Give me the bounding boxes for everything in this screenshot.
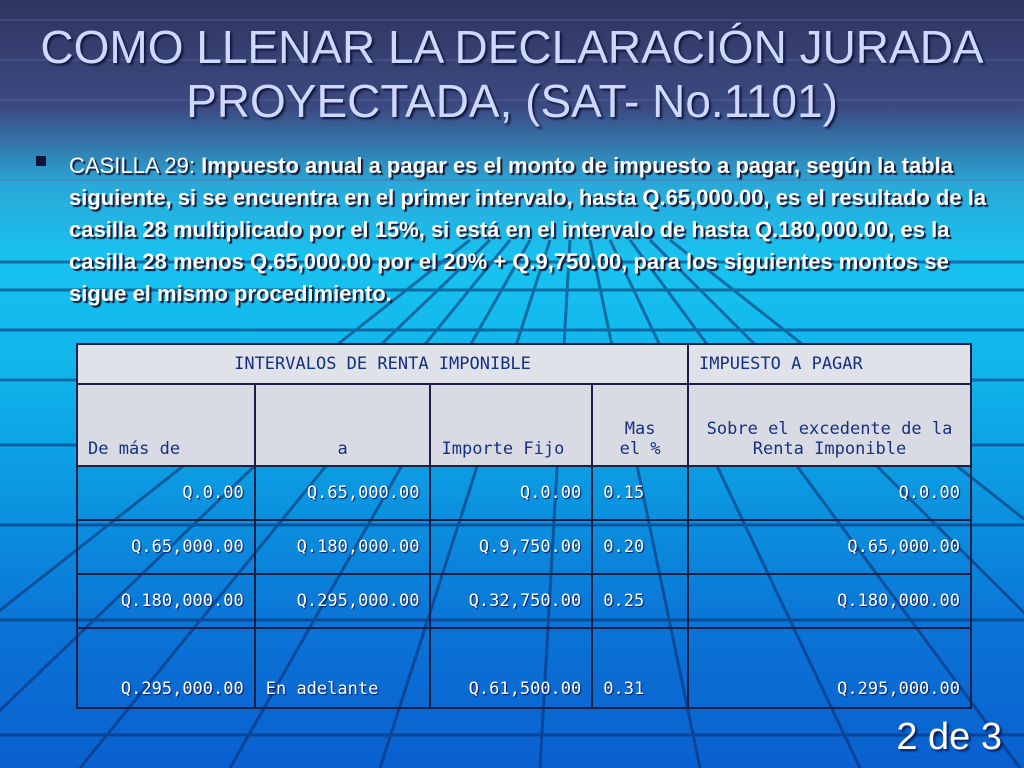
table-row: Q.65,000.00 Q.180,000.00 Q.9,750.00 0.20… <box>76 519 972 575</box>
group-header-tax: IMPUESTO A PAGAR <box>687 343 972 385</box>
table-row: Q.0.00 Q.65,000.00 Q.0.00 0.15 Q.0.00 <box>76 465 972 521</box>
page-number: 2 de 3 <box>896 716 1002 758</box>
bullet-text: Impuesto anual a pagar es el monto de im… <box>69 153 987 306</box>
square-bullet-icon <box>36 156 46 166</box>
cell-excess: Q.65,000.00 <box>687 519 972 575</box>
cell-percent: 0.25 <box>591 573 689 629</box>
cell-percent: 0.20 <box>591 519 689 575</box>
cell-excess: Q.0.00 <box>687 465 972 521</box>
col-header-excess: Sobre el excedente de la Renta Imponible <box>687 383 972 467</box>
cell-fixed: Q.61,500.00 <box>429 627 594 709</box>
cell-to: Q.180,000.00 <box>253 519 432 575</box>
cell-to: En adelante <box>253 627 432 709</box>
cell-excess: Q.295,000.00 <box>687 627 972 709</box>
col-header-from: De más de <box>76 383 256 467</box>
table-row: Q.295,000.00 En adelante Q.61,500.00 0.3… <box>76 627 972 709</box>
slide-title: COMO LLENAR LA DECLARACIÓN JURADA PROYEC… <box>40 21 984 127</box>
table-column-header-row: De más de a Importe Fijo Mas el % Sobre … <box>76 383 972 467</box>
cell-from: Q.180,000.00 <box>76 573 256 629</box>
cell-fixed: Q.32,750.00 <box>429 573 594 629</box>
cell-fixed: Q.9,750.00 <box>429 519 594 575</box>
cell-to: Q.65,000.00 <box>253 465 432 521</box>
cell-fixed: Q.0.00 <box>429 465 594 521</box>
cell-percent: 0.15 <box>591 465 689 521</box>
table-row: Q.180,000.00 Q.295,000.00 Q.32,750.00 0.… <box>76 573 972 629</box>
col-header-fixed: Importe Fijo <box>429 383 594 467</box>
cell-excess: Q.180,000.00 <box>687 573 972 629</box>
tax-table: INTERVALOS DE RENTA IMPONIBLE IMPUESTO A… <box>76 343 972 709</box>
bullet-lead: CASILLA 29: <box>69 153 195 178</box>
cell-percent: 0.31 <box>591 627 689 709</box>
table-group-header-row: INTERVALOS DE RENTA IMPONIBLE IMPUESTO A… <box>76 343 972 385</box>
col-header-to: a <box>253 383 432 467</box>
cell-from: Q.65,000.00 <box>76 519 256 575</box>
cell-from: Q.295,000.00 <box>76 627 256 709</box>
group-header-intervals: INTERVALOS DE RENTA IMPONIBLE <box>76 343 689 385</box>
col-header-percent: Mas el % <box>591 383 689 467</box>
cell-from: Q.0.00 <box>76 465 256 521</box>
cell-to: Q.295,000.00 <box>253 573 432 629</box>
